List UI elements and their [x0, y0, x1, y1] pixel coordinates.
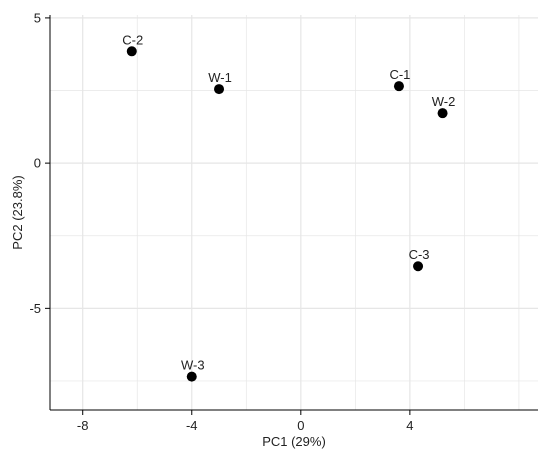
data-point	[126, 46, 137, 57]
y-tick-label: 0	[34, 156, 41, 171]
data-point-label: W-3	[181, 358, 205, 373]
grid-lines	[50, 15, 538, 410]
data-point	[393, 81, 404, 92]
x-tick-label: -4	[186, 418, 198, 433]
plot-background	[50, 15, 538, 410]
tick-labels: -8 -4 0 4 -5 0 5	[29, 10, 413, 433]
x-tick-label: 0	[297, 418, 304, 433]
data-point	[214, 84, 225, 95]
data-point-label: C-3	[409, 247, 430, 262]
y-tick-label: -5	[29, 301, 41, 316]
data-point-label: W-1	[208, 70, 232, 85]
y-tick-label: 5	[34, 10, 41, 25]
data-point-label: C-2	[122, 32, 143, 47]
data-point	[413, 261, 424, 272]
data-points: C-2 W-1 C-1 W-2 C-3 W-3	[122, 32, 456, 382]
y-axis-title: PC2 (23.8%)	[10, 175, 25, 249]
data-point	[186, 371, 197, 382]
x-axis-title: PC1 (29%)	[262, 434, 326, 449]
data-point-label: C-1	[389, 67, 410, 82]
data-point-label: W-2	[432, 94, 456, 109]
x-tick-label: -8	[77, 418, 89, 433]
x-tick-label: 4	[406, 418, 413, 433]
data-point	[437, 108, 448, 119]
axes	[45, 15, 538, 415]
